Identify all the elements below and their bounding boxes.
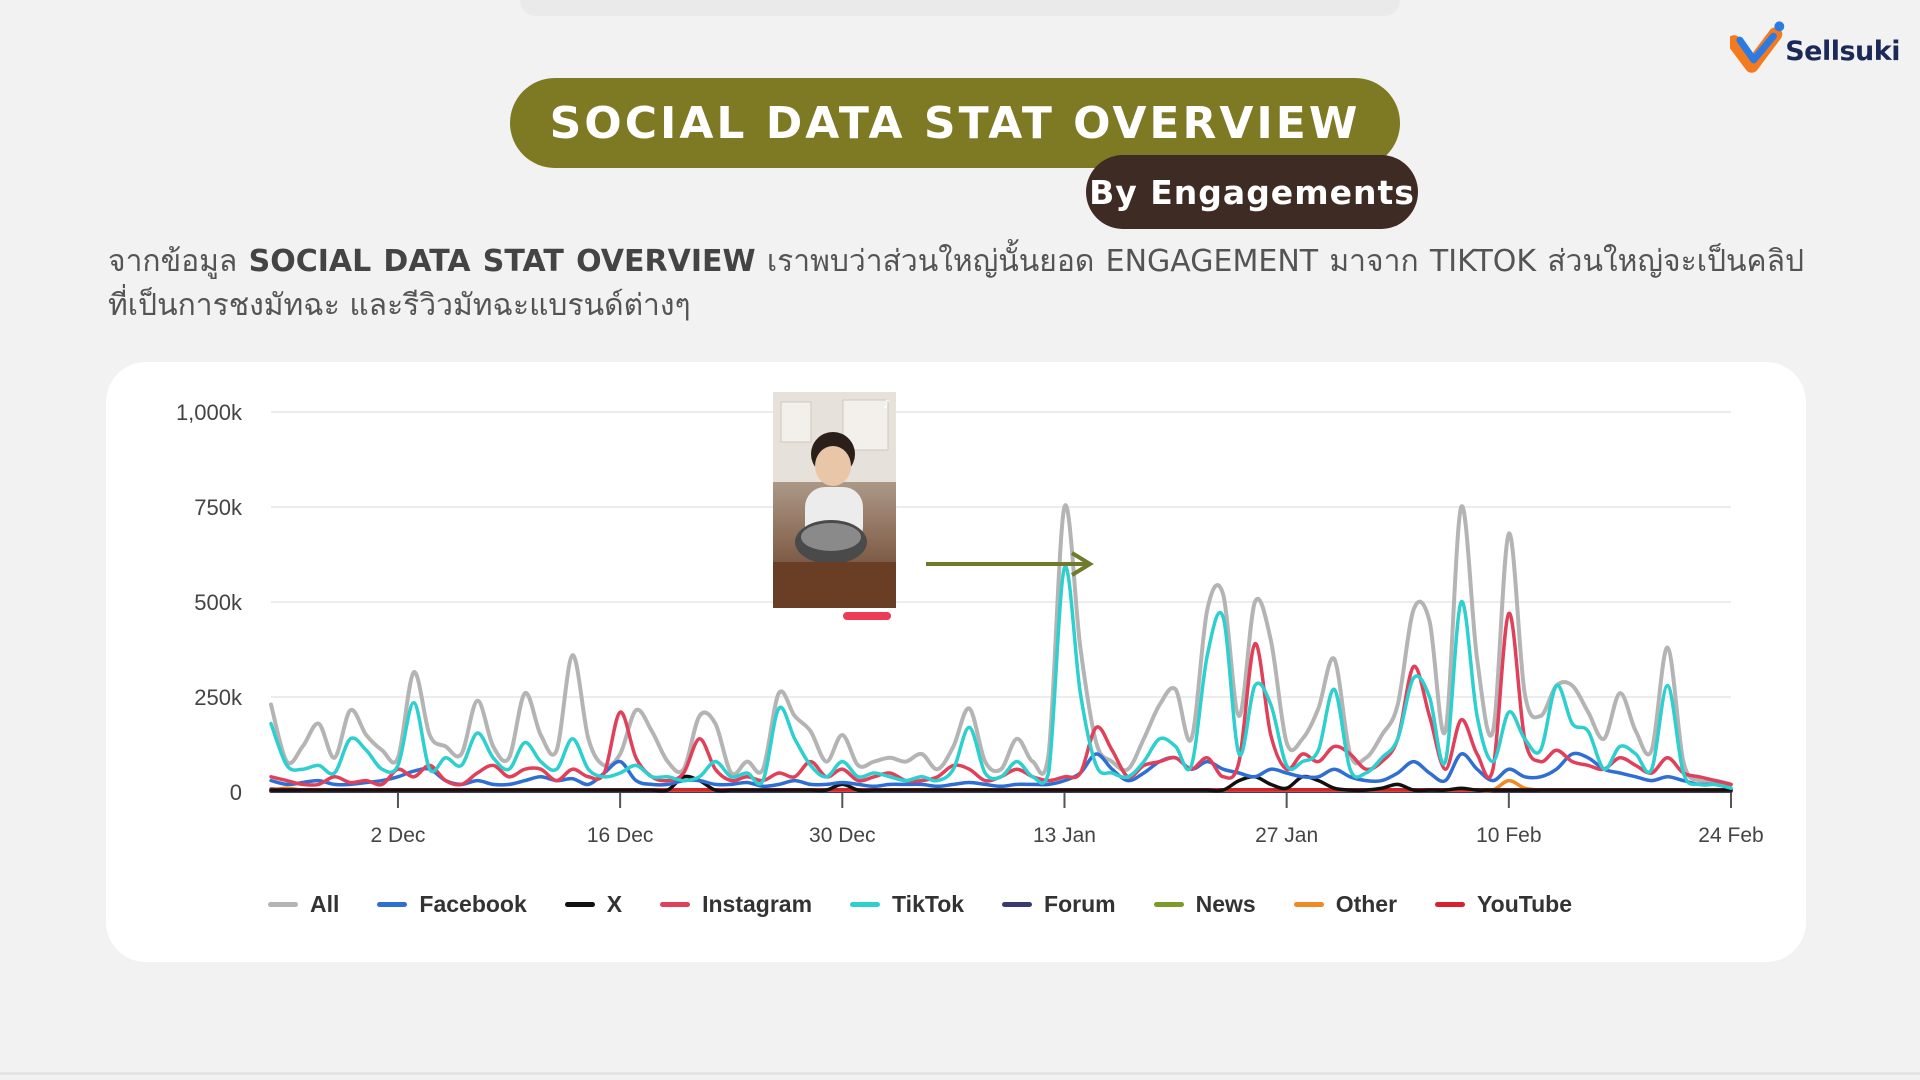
legend-swatch xyxy=(268,901,298,907)
bottom-divider xyxy=(0,1072,1920,1075)
legend-label: Instagram xyxy=(702,890,813,917)
x-tick-label: 27 Jan xyxy=(1255,824,1318,847)
y-tick-label: 1,000k xyxy=(176,400,243,425)
legend-swatch xyxy=(1002,901,1033,907)
legend-label: TikTok xyxy=(892,890,965,917)
legend-item-tiktok[interactable]: TikTok xyxy=(850,891,964,918)
legend-swatch xyxy=(1435,901,1466,907)
description-part2: เราพบว่าส่วนใหญ่นั้นยอด ENGAGEMENT มาจาก… xyxy=(108,244,1805,323)
legend-label: YouTube xyxy=(1477,890,1573,917)
legend-label: News xyxy=(1195,890,1256,917)
chart-legend: All Facebook X Instagram TikTok Forum News Othe… xyxy=(268,884,1610,924)
x-tick-label: 10 Feb xyxy=(1476,824,1541,847)
legend-item-youtube[interactable]: YouTube xyxy=(1435,891,1572,918)
svg-text:♪: ♪ xyxy=(883,397,891,411)
description-text: จากข้อมูล SOCIAL DATA STAT OVERVIEW เราพ… xyxy=(108,240,1804,328)
x-tick-label: 16 Dec xyxy=(587,824,654,847)
arrow-right-icon xyxy=(1070,551,1094,577)
page-title: SOCIAL DATA STAT OVERVIEW xyxy=(510,78,1400,168)
legend-item-other[interactable]: Other xyxy=(1293,890,1398,918)
legend-label: X xyxy=(606,890,623,917)
legend-item-forum[interactable]: Forum xyxy=(1002,891,1116,918)
y-tick-label: 750k xyxy=(194,495,243,520)
axis-layer: 1,000k 750k 500k 250k 0 2 Dec 16 Dec 30 Dec 13 J… xyxy=(176,400,1764,847)
y-tick-label: 0 xyxy=(230,780,242,805)
legend-item-all[interactable]: All xyxy=(268,891,339,918)
page-subtitle: By Engagements xyxy=(1086,155,1418,229)
series-line-x xyxy=(269,774,1733,793)
sellsuki-logo: Sellsuki xyxy=(1730,20,1900,82)
x-tick-label: 30 Dec xyxy=(809,824,876,847)
tiktok-video-thumbnail: ♪ xyxy=(773,392,896,667)
tiktok-video-frame: ♪ xyxy=(773,392,896,608)
top-decor-bar xyxy=(520,0,1400,16)
y-tick-label: 500k xyxy=(194,590,243,615)
legend-label: Facebook xyxy=(419,890,527,917)
legend-item-instagram[interactable]: Instagram xyxy=(660,891,812,918)
x-tick-label: 13 Jan xyxy=(1033,824,1096,847)
legend-item-x[interactable]: X xyxy=(564,890,623,918)
y-tick-label: 250k xyxy=(194,685,243,710)
legend-swatch xyxy=(660,901,691,907)
engagement-line-chart: 1,000k 750k 500k 250k 0 2 Dec 16 Dec 30 Dec 13 J… xyxy=(176,400,1764,847)
legend-label: All xyxy=(310,890,340,917)
description-bold: SOCIAL DATA STAT OVERVIEW xyxy=(248,244,756,279)
legend-swatch xyxy=(377,901,408,907)
legend-swatch xyxy=(1153,901,1184,907)
series-line-tiktok xyxy=(269,565,1733,790)
legend-item-news[interactable]: News xyxy=(1153,890,1256,918)
legend-label: Other xyxy=(1335,890,1398,917)
brand-name: Sellsuki xyxy=(1785,35,1900,67)
legend-label: Forum xyxy=(1044,890,1116,917)
description-part1: จากข้อมูล xyxy=(108,244,249,279)
video-scene-icon: ♪ xyxy=(773,392,896,608)
legend-item-facebook[interactable]: Facebook xyxy=(377,890,527,918)
series-line-instagram xyxy=(269,611,1733,787)
series-line-all xyxy=(269,503,1733,787)
legend-swatch xyxy=(564,901,595,907)
annotation-layer xyxy=(926,551,1094,577)
tiktok-watch-button xyxy=(843,612,891,620)
chart-card: 1,000k 750k 500k 250k 0 2 Dec 16 Dec 30 Dec 13 J… xyxy=(106,362,1806,962)
x-tick-label: 2 Dec xyxy=(371,824,426,847)
x-tick-label: 24 Feb xyxy=(1698,824,1763,847)
series-layer xyxy=(269,503,1733,793)
legend-swatch xyxy=(850,901,881,907)
legend-swatch xyxy=(1293,901,1324,907)
sellsuki-logo-icon xyxy=(1730,21,1785,73)
